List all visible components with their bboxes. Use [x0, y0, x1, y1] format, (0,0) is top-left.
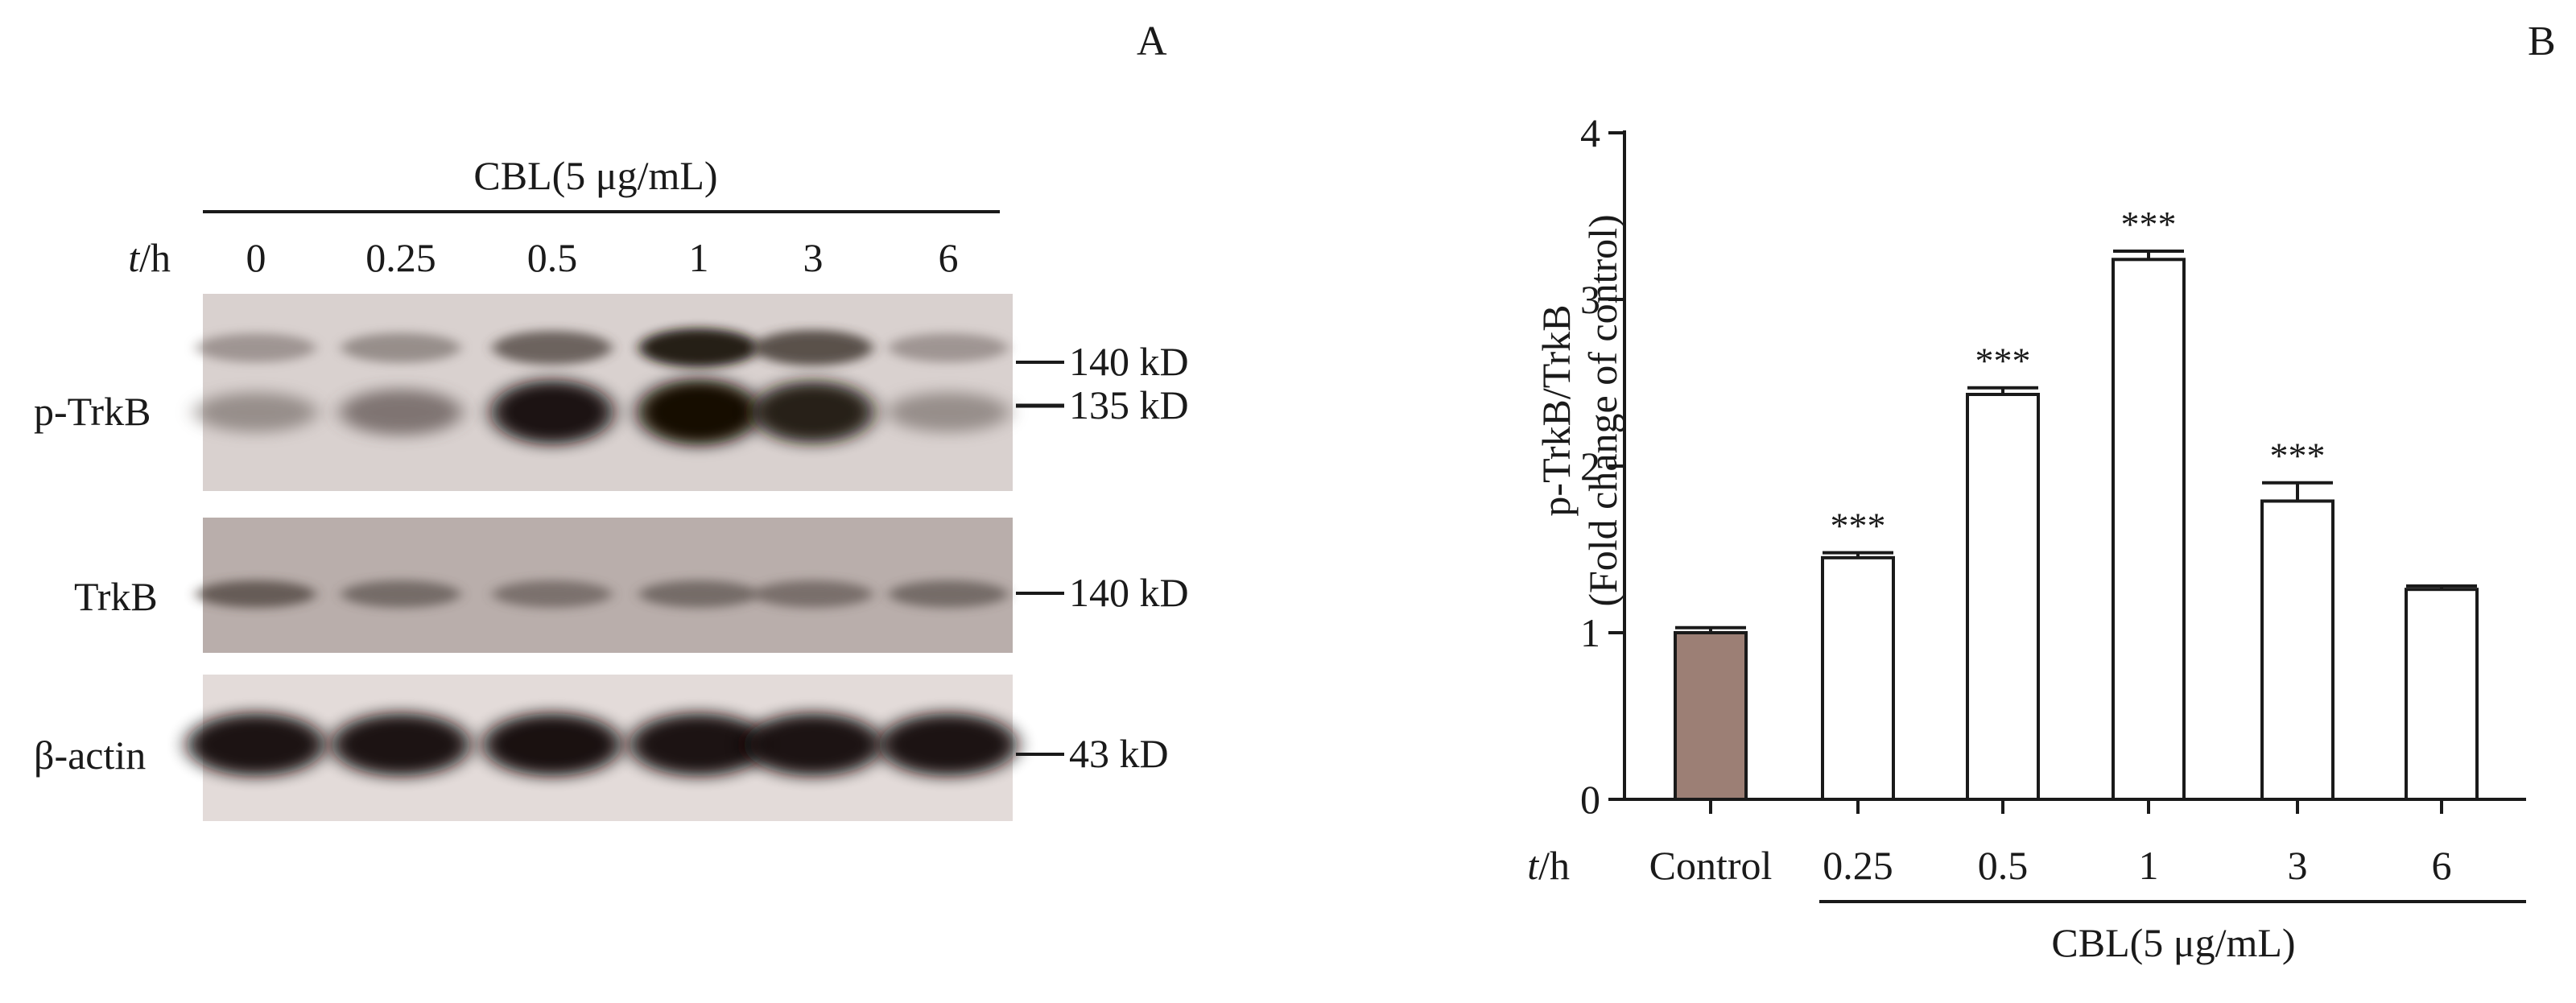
blot-band — [491, 380, 613, 444]
blot-band — [187, 713, 325, 776]
bar — [2113, 259, 2184, 799]
p-trkb-membrane — [203, 294, 1013, 491]
x-tick-label: Control — [1649, 843, 1773, 888]
blot-band — [483, 713, 621, 776]
lane-label: 0.5 — [527, 235, 578, 280]
marker-140-trkb: 140 kD — [1069, 570, 1189, 615]
x-tick-label: 1 — [2139, 843, 2159, 888]
lane-label: 0.25 — [365, 235, 436, 280]
x-tick-label: 0.5 — [1978, 843, 2029, 888]
x-ticks: Control 0.25 0.5 1 3 6 — [1649, 799, 2452, 888]
bar — [1967, 394, 2038, 799]
bar — [1675, 633, 1746, 799]
blot-band — [639, 328, 758, 367]
marker-43-actin: 43 kD — [1069, 731, 1169, 776]
blot-band — [752, 382, 874, 444]
bar — [2262, 501, 2333, 799]
lane-labels: 0 0.25 0.5 1 3 6 — [246, 235, 959, 280]
bar — [2406, 589, 2477, 799]
lane-label: 0 — [246, 235, 266, 280]
blot-band — [493, 580, 612, 608]
blot-band — [753, 330, 873, 365]
y-axis-title: p-TrkB/TrkB (Fold change of control) — [1534, 214, 1625, 606]
blot-band — [879, 713, 1018, 776]
y-tick-label: 4 — [1580, 110, 1600, 155]
lane-label: 3 — [803, 235, 824, 280]
blot-band — [889, 333, 1008, 362]
blot-band — [341, 333, 460, 363]
bars: *** *** *** *** — [1675, 204, 2477, 799]
blot-time-axis-label: t/h — [128, 235, 171, 280]
blot-name-beta-actin: β-actin — [34, 733, 146, 778]
western-blot-panel: CBL(5 μg/mL) t/h 0 0.25 0.5 1 3 6 p-TrkB TrkB… — [0, 0, 1288, 1003]
trkb-membrane — [203, 518, 1013, 653]
blot-band — [195, 392, 317, 432]
significance-label: *** — [1975, 341, 2031, 382]
blot-band — [493, 331, 612, 365]
blot-band — [887, 392, 1009, 432]
x-tick-label: 6 — [2432, 843, 2452, 888]
y-axis-title-line2: (Fold change of control) — [1580, 214, 1625, 606]
y-tick-label: 1 — [1580, 610, 1600, 655]
y-tick-label: 3 — [1580, 277, 1600, 322]
x-tick-label: 3 — [2288, 843, 2308, 888]
blot-band — [341, 580, 460, 608]
blot-band — [753, 580, 873, 608]
significance-label: *** — [2121, 204, 2177, 245]
blot-band — [639, 580, 758, 608]
significance-label: *** — [1831, 506, 1886, 547]
marker-135-ptrkb: 135 kD — [1069, 382, 1189, 427]
blot-name-p-trkb: p-TrkB — [34, 389, 151, 434]
y-tick-label: 0 — [1580, 777, 1600, 822]
bar — [1823, 558, 1893, 799]
blot-band — [196, 580, 316, 608]
y-axis-title-line1: p-TrkB/TrkB — [1534, 304, 1579, 516]
blot-band — [744, 713, 882, 776]
lane-label: 1 — [689, 235, 709, 280]
bar-chart-panel: p-TrkB/TrkB (Fold change of control) 0 1 2… — [1288, 0, 2576, 1003]
blot-band — [196, 333, 316, 362]
blot-band — [638, 379, 760, 445]
treatment-label: CBL(5 μg/mL) — [2051, 920, 2295, 965]
y-tick-label: 2 — [1580, 444, 1600, 489]
x-tick-label: 0.25 — [1823, 843, 1893, 888]
blot-band — [332, 713, 470, 776]
significance-label: *** — [2270, 435, 2326, 477]
x-axis-time-label: t/h — [1527, 843, 1570, 888]
blot-band — [340, 390, 462, 435]
blot-band — [889, 580, 1008, 608]
blot-treatment-label: CBL(5 μg/mL) — [473, 153, 717, 198]
lane-label: 6 — [939, 235, 959, 280]
marker-140-ptrkb: 140 kD — [1069, 339, 1189, 384]
blot-name-trkb: TrkB — [74, 574, 158, 619]
